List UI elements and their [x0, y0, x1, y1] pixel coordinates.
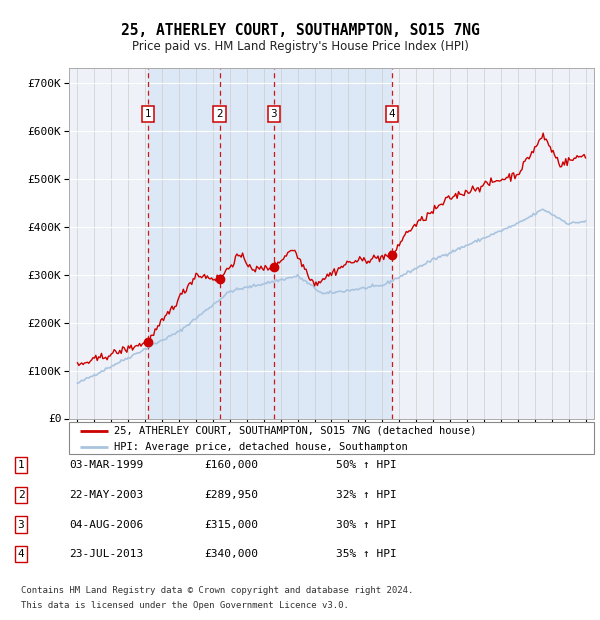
Bar	[148, 68, 392, 418]
Text: This data is licensed under the Open Government Licence v3.0.: This data is licensed under the Open Gov…	[21, 601, 349, 610]
Text: £315,000: £315,000	[204, 520, 258, 529]
Text: Price paid vs. HM Land Registry's House Price Index (HPI): Price paid vs. HM Land Registry's House …	[131, 40, 469, 53]
Text: 03-MAR-1999: 03-MAR-1999	[69, 460, 143, 470]
Text: 22-MAY-2003: 22-MAY-2003	[69, 490, 143, 500]
Text: 1: 1	[145, 108, 151, 119]
Text: 3: 3	[271, 108, 277, 119]
Text: 23-JUL-2013: 23-JUL-2013	[69, 549, 143, 559]
Text: 2: 2	[216, 108, 223, 119]
Text: 1: 1	[17, 460, 25, 470]
Text: 4: 4	[388, 108, 395, 119]
Text: 3: 3	[17, 520, 25, 529]
Text: £160,000: £160,000	[204, 460, 258, 470]
Text: 35% ↑ HPI: 35% ↑ HPI	[336, 549, 397, 559]
Text: 50% ↑ HPI: 50% ↑ HPI	[336, 460, 397, 470]
Text: 04-AUG-2006: 04-AUG-2006	[69, 520, 143, 529]
Text: 30% ↑ HPI: 30% ↑ HPI	[336, 520, 397, 529]
Text: 32% ↑ HPI: 32% ↑ HPI	[336, 490, 397, 500]
FancyBboxPatch shape	[69, 422, 594, 454]
Text: 2: 2	[17, 490, 25, 500]
Text: £340,000: £340,000	[204, 549, 258, 559]
Text: HPI: Average price, detached house, Southampton: HPI: Average price, detached house, Sout…	[113, 441, 407, 452]
Text: £289,950: £289,950	[204, 490, 258, 500]
Text: 25, ATHERLEY COURT, SOUTHAMPTON, SO15 7NG: 25, ATHERLEY COURT, SOUTHAMPTON, SO15 7N…	[121, 23, 479, 38]
Text: 25, ATHERLEY COURT, SOUTHAMPTON, SO15 7NG (detached house): 25, ATHERLEY COURT, SOUTHAMPTON, SO15 7N…	[113, 425, 476, 436]
Text: 4: 4	[17, 549, 25, 559]
Text: Contains HM Land Registry data © Crown copyright and database right 2024.: Contains HM Land Registry data © Crown c…	[21, 586, 413, 595]
